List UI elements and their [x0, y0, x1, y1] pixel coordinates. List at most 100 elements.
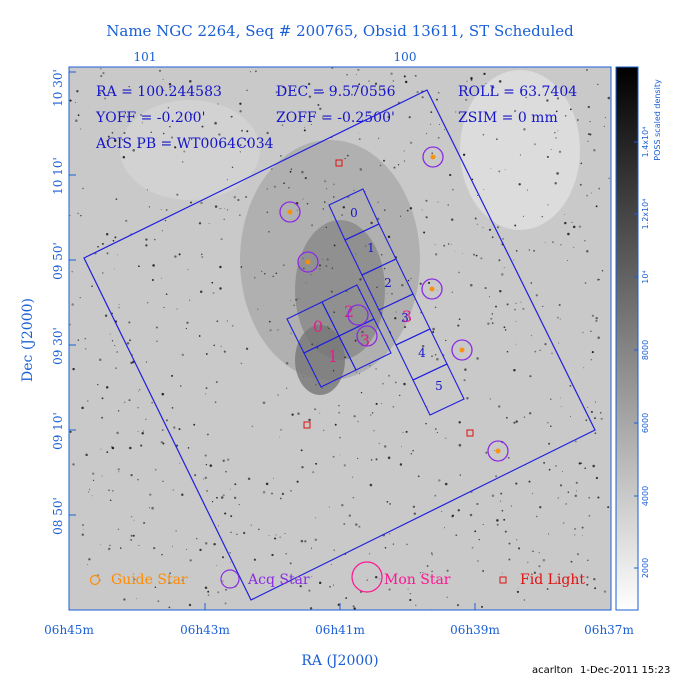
background-star	[359, 373, 361, 375]
background-star	[214, 401, 217, 404]
background-star	[515, 343, 517, 345]
acq-star-marker	[451, 339, 473, 361]
background-star	[410, 452, 413, 455]
background-star	[333, 549, 335, 551]
background-star	[357, 421, 359, 422]
background-star	[280, 429, 282, 431]
background-star	[465, 98, 468, 102]
background-star	[515, 249, 518, 252]
background-star	[246, 130, 249, 133]
background-star	[422, 571, 424, 574]
background-star	[331, 267, 334, 270]
background-star	[361, 330, 364, 334]
background-star	[495, 305, 497, 308]
background-star	[299, 585, 302, 588]
background-star	[310, 547, 313, 549]
background-star	[247, 477, 251, 481]
background-star	[161, 144, 164, 146]
background-star	[588, 133, 590, 136]
background-star	[115, 367, 117, 369]
background-star	[607, 96, 611, 100]
background-star	[209, 464, 213, 467]
background-star	[100, 448, 102, 450]
background-star	[557, 497, 560, 499]
background-star	[352, 605, 355, 608]
background-star	[168, 606, 171, 609]
background-star	[201, 125, 204, 128]
background-star	[207, 594, 210, 596]
background-star	[495, 138, 498, 141]
background-star	[544, 343, 547, 346]
background-star	[564, 221, 567, 225]
background-star	[412, 505, 416, 508]
background-star	[546, 155, 549, 158]
background-star	[324, 201, 326, 203]
background-star	[343, 522, 346, 525]
background-star	[286, 387, 288, 389]
background-star	[513, 259, 514, 261]
background-star	[91, 285, 93, 287]
background-star	[410, 277, 412, 280]
background-star	[265, 482, 269, 486]
background-star	[405, 430, 408, 433]
background-star	[469, 513, 473, 517]
background-star	[491, 494, 495, 497]
background-star	[403, 326, 407, 329]
background-star	[162, 442, 165, 445]
background-star	[523, 599, 525, 601]
background-star	[77, 114, 80, 117]
background-star	[471, 546, 474, 549]
background-star	[243, 531, 246, 535]
background-star	[229, 561, 231, 563]
background-star	[517, 587, 519, 589]
background-star	[348, 514, 351, 517]
background-star	[382, 382, 384, 385]
background-star	[179, 462, 181, 464]
background-star	[438, 479, 441, 482]
background-star	[480, 257, 483, 260]
background-star	[407, 588, 409, 590]
background-star	[106, 252, 109, 255]
background-star	[514, 224, 517, 227]
background-star	[126, 116, 129, 118]
background-star	[416, 91, 419, 94]
background-star	[402, 431, 404, 433]
background-star	[130, 534, 133, 537]
background-star	[328, 327, 330, 330]
background-star	[588, 514, 591, 517]
background-star	[414, 74, 417, 77]
background-star	[434, 428, 437, 430]
background-star	[513, 368, 516, 372]
background-star	[352, 496, 355, 499]
background-star	[101, 416, 104, 419]
background-star	[301, 466, 304, 469]
background-star	[229, 551, 232, 554]
background-star	[358, 525, 361, 528]
background-star	[520, 301, 522, 303]
background-star	[342, 206, 345, 209]
background-star	[514, 308, 516, 311]
background-star	[472, 253, 476, 256]
background-star	[207, 433, 209, 436]
background-star	[487, 322, 490, 325]
background-star	[572, 225, 576, 229]
background-star	[352, 476, 354, 478]
info-ra: RA = 100.244583	[96, 84, 222, 100]
background-star	[503, 326, 506, 329]
background-star	[415, 604, 417, 607]
background-star	[406, 543, 408, 546]
background-star	[496, 523, 499, 526]
background-star	[153, 546, 156, 550]
background-star	[181, 579, 184, 582]
acis-s-chip-label: 5	[435, 379, 443, 393]
background-star	[476, 194, 479, 197]
background-star	[539, 506, 542, 509]
background-star	[556, 97, 560, 100]
background-star	[527, 561, 529, 564]
background-star	[282, 264, 285, 267]
background-star	[436, 357, 439, 361]
background-star	[377, 137, 380, 139]
acq-stars	[279, 146, 509, 462]
background-star	[100, 544, 102, 545]
background-star	[308, 95, 312, 98]
